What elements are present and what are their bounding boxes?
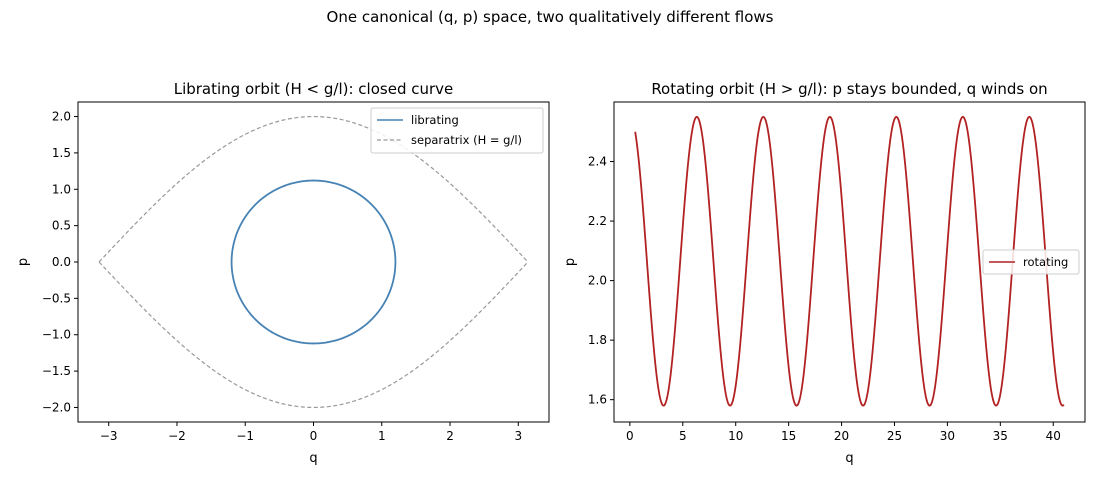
x-tick-label: 1: [378, 429, 386, 443]
rotating-orbit-line: [634, 115, 1065, 407]
librating-y-axis: −2.0 −1.5 −1.0 −0.5 0.0 0.5 1.0 1.5 2.0: [42, 110, 78, 414]
legend-label-librating: librating: [411, 113, 459, 127]
y-tick-label: 0.5: [52, 219, 71, 233]
y-tick-label: 1.0: [52, 182, 71, 196]
librating-y-label: p: [16, 258, 31, 266]
x-tick-label: −3: [100, 429, 118, 443]
x-tick-label: 25: [887, 429, 902, 443]
y-tick-label: 2.2: [588, 214, 607, 228]
y-tick-label: 2.0: [588, 274, 607, 288]
librating-title: Librating orbit (H < g/l): closed curve: [174, 80, 454, 98]
x-tick-label: 10: [728, 429, 743, 443]
rotating-y-axis: 1.6 1.8 2.0 2.2 2.4: [588, 155, 614, 407]
rotating-y-label: p: [563, 258, 578, 266]
x-tick-label: 35: [993, 429, 1008, 443]
y-tick-label: −2.0: [42, 400, 71, 414]
librating-legend: librating separatrix (H = g/l): [370, 107, 544, 154]
y-tick-label: 2.0: [52, 110, 71, 124]
x-tick-label: 2: [446, 429, 454, 443]
x-tick-label: 40: [1046, 429, 1061, 443]
x-tick-label: −1: [236, 429, 254, 443]
x-tick-label: −2: [168, 429, 186, 443]
rotating-plot-area: [634, 115, 1065, 407]
y-tick-label: −1.0: [42, 328, 71, 342]
figure-suptitle: One canonical (q, p) space, two qualitat…: [327, 8, 774, 26]
y-tick-label: −0.5: [42, 291, 71, 305]
y-tick-label: 1.6: [588, 393, 607, 407]
legend-label-rotating: rotating: [1023, 255, 1068, 269]
librating-plot-area: [98, 115, 529, 409]
x-tick-label: 0: [310, 429, 318, 443]
separatrix-upper-line: [98, 115, 529, 263]
separatrix-lower-line: [98, 261, 529, 409]
x-tick-label: 3: [514, 429, 522, 443]
rotating-legend: rotating: [982, 249, 1080, 275]
rotating-x-label: q: [845, 451, 853, 466]
librating-x-axis: −3 −2 −1 0 1 2 3: [100, 422, 522, 443]
y-tick-label: 2.4: [588, 155, 607, 169]
rotating-legend-box: [982, 249, 1080, 275]
librating-orbit-line: [230, 179, 397, 345]
x-tick-label: 30: [940, 429, 955, 443]
rotating-axes-frame: [613, 101, 1086, 423]
x-tick-label: 15: [781, 429, 796, 443]
legend-label-separatrix: separatrix (H = g/l): [411, 133, 522, 147]
librating-axes-frame: [77, 101, 550, 423]
x-tick-label: 0: [626, 429, 634, 443]
y-tick-label: −1.5: [42, 364, 71, 378]
rotating-title: Rotating orbit (H > g/l): p stays bounde…: [651, 80, 1047, 98]
rotating-x-axis: 0 5 10 15 20 25 30 35 40: [626, 422, 1061, 443]
librating-panel: Librating orbit (H < g/l): closed curve …: [16, 80, 550, 466]
y-tick-label: 1.8: [588, 333, 607, 347]
x-tick-label: 5: [679, 429, 687, 443]
librating-legend-box: [370, 107, 544, 154]
x-tick-label: 20: [834, 429, 849, 443]
y-tick-label: 1.5: [52, 146, 71, 160]
rotating-panel: Rotating orbit (H > g/l): p stays bounde…: [563, 80, 1086, 466]
librating-x-label: q: [309, 451, 317, 466]
y-tick-label: 0.0: [52, 255, 71, 269]
